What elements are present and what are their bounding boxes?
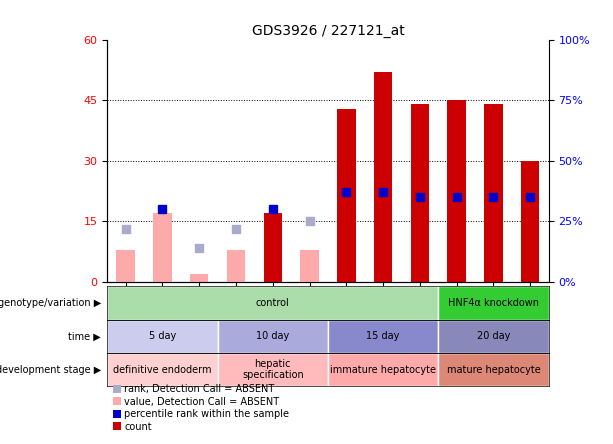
Bar: [107, 353, 218, 386]
Title: GDS3926 / 227121_at: GDS3926 / 227121_at: [251, 24, 405, 38]
Bar: [438, 320, 549, 353]
Bar: [227, 250, 245, 282]
Bar: [447, 100, 466, 282]
Text: 20 day: 20 day: [477, 331, 510, 341]
Text: percentile rank within the sample: percentile rank within the sample: [124, 409, 289, 419]
Text: 15 day: 15 day: [367, 331, 400, 341]
Text: mature hepatocyte: mature hepatocyte: [447, 365, 540, 375]
Bar: [218, 353, 328, 386]
Bar: [438, 286, 549, 320]
Text: development stage ▶: development stage ▶: [0, 365, 101, 375]
Text: hepatic
specification: hepatic specification: [242, 359, 303, 381]
Bar: [521, 161, 539, 282]
Bar: [153, 214, 172, 282]
Text: count: count: [124, 422, 152, 432]
Text: 5 day: 5 day: [149, 331, 176, 341]
Bar: [190, 274, 208, 282]
Text: HNF4α knockdown: HNF4α knockdown: [448, 298, 539, 308]
Bar: [264, 214, 282, 282]
Bar: [328, 320, 438, 353]
Text: control: control: [256, 298, 290, 308]
Text: definitive endoderm: definitive endoderm: [113, 365, 211, 375]
Bar: [411, 104, 429, 282]
Bar: [300, 250, 319, 282]
Bar: [374, 72, 392, 282]
Bar: [337, 108, 356, 282]
Bar: [107, 286, 438, 320]
Bar: [218, 320, 328, 353]
Text: rank, Detection Call = ABSENT: rank, Detection Call = ABSENT: [124, 385, 275, 394]
Text: value, Detection Call = ABSENT: value, Detection Call = ABSENT: [124, 397, 280, 407]
Text: immature hepatocyte: immature hepatocyte: [330, 365, 436, 375]
Bar: [328, 353, 438, 386]
Bar: [107, 320, 218, 353]
Bar: [438, 353, 549, 386]
Bar: [116, 250, 135, 282]
Text: time ▶: time ▶: [69, 331, 101, 341]
Text: 10 day: 10 day: [256, 331, 289, 341]
Text: genotype/variation ▶: genotype/variation ▶: [0, 298, 101, 308]
Bar: [484, 104, 503, 282]
